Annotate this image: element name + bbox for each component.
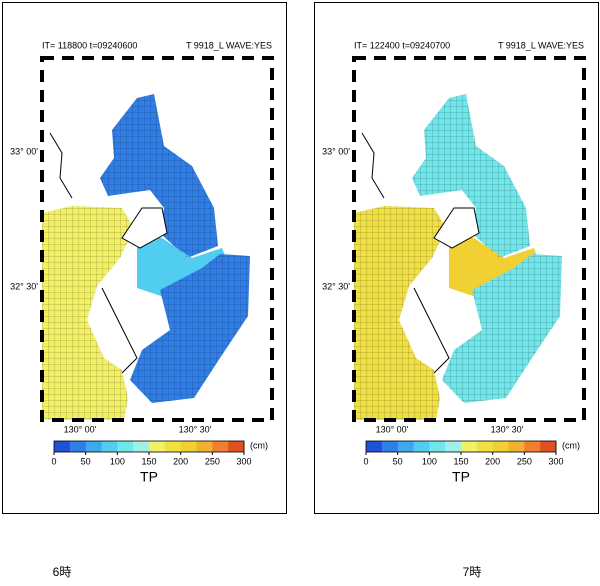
colorbar-bin bbox=[133, 441, 150, 452]
colorbar-bin bbox=[54, 441, 71, 452]
colorbar-bin bbox=[461, 441, 478, 452]
lon-label: 130° 00' bbox=[376, 424, 409, 434]
header-left: IT= 118800 t=09240600 bbox=[42, 40, 137, 50]
grid-overlay bbox=[412, 94, 530, 258]
colorbar-bin bbox=[196, 441, 213, 452]
caption: 6時 bbox=[53, 565, 72, 579]
lon-label: 130° 30' bbox=[179, 424, 212, 434]
colorbar-bin bbox=[85, 441, 102, 452]
variable-label: TP bbox=[140, 469, 158, 485]
colorbar-bin bbox=[540, 441, 557, 452]
land bbox=[433, 207, 480, 249]
colorbar-bin bbox=[117, 441, 134, 452]
colorbar-tick-label: 300 bbox=[548, 456, 563, 466]
colorbar-bin bbox=[101, 441, 118, 452]
panel-border bbox=[314, 2, 599, 514]
colorbar-bin bbox=[508, 441, 525, 452]
colorbar-bin bbox=[164, 441, 181, 452]
lon-label: 130° 00' bbox=[64, 424, 97, 434]
colorbar-bin bbox=[429, 441, 446, 452]
colorbar-bin bbox=[366, 441, 383, 452]
lat-label: 32° 30' bbox=[322, 281, 350, 291]
map-panel: IT= 122400 t=09240700 T 9918_L WAVE:YES 33… bbox=[314, 2, 599, 514]
colorbar-tick-label: 50 bbox=[393, 456, 403, 466]
map bbox=[352, 56, 586, 422]
colorbar-bin bbox=[476, 441, 493, 452]
colorbar-tick-label: 0 bbox=[363, 456, 368, 466]
grid-overlay bbox=[354, 206, 446, 420]
variable-label: TP bbox=[452, 469, 470, 485]
colorbar-tick-label: 0 bbox=[51, 456, 56, 466]
grid-overlay bbox=[100, 94, 218, 258]
lat-label: 33° 00' bbox=[10, 146, 38, 156]
caption: 7時 bbox=[463, 565, 482, 579]
lat-label: 32° 30' bbox=[10, 281, 38, 291]
colorbar-tick-label: 250 bbox=[205, 456, 220, 466]
panel-border bbox=[2, 2, 287, 514]
lat-label: 33° 00' bbox=[322, 146, 350, 156]
map-panel: IT= 118800 t=09240600 T 9918_L WAVE:YES 33… bbox=[2, 2, 287, 514]
colorbar-bin bbox=[149, 441, 166, 452]
colorbar-tick-label: 150 bbox=[453, 456, 468, 466]
colorbar-bin bbox=[413, 441, 430, 452]
colorbar-tick-label: 100 bbox=[422, 456, 437, 466]
colorbar-tick-label: 200 bbox=[173, 456, 188, 466]
header-left: IT= 122400 t=09240700 bbox=[354, 40, 450, 50]
colorbar-tick-label: 150 bbox=[141, 456, 156, 466]
coastline bbox=[49, 132, 138, 374]
colorbar-tick-label: 50 bbox=[81, 456, 91, 466]
lon-label: 130° 30' bbox=[491, 424, 524, 434]
colorbar-bin bbox=[397, 441, 414, 452]
header-right: T 9918_L WAVE:YES bbox=[186, 40, 272, 50]
colorbar-tick-label: 200 bbox=[485, 456, 500, 466]
colorbar-bin bbox=[212, 441, 229, 452]
colorbar-bin bbox=[381, 441, 398, 452]
map bbox=[40, 56, 274, 422]
land bbox=[121, 207, 168, 249]
unit-label: (cm) bbox=[250, 440, 268, 450]
colorbar-bin bbox=[445, 441, 462, 452]
colorbar-bin bbox=[69, 441, 86, 452]
map-frame bbox=[40, 56, 274, 422]
colorbar-tick-label: 100 bbox=[110, 456, 125, 466]
unit-label: (cm) bbox=[562, 440, 580, 450]
colorbar-bin bbox=[228, 441, 245, 452]
grid-overlay bbox=[42, 206, 134, 420]
grid-overlay bbox=[130, 254, 250, 403]
coastline bbox=[361, 132, 450, 374]
colorbar-tick-label: 250 bbox=[517, 456, 532, 466]
colorbar-bin bbox=[492, 441, 509, 452]
colorbar-tick-label: 300 bbox=[236, 456, 251, 466]
header-right: T 9918_L WAVE:YES bbox=[498, 40, 584, 50]
grid-overlay bbox=[442, 254, 562, 403]
colorbar-bin bbox=[180, 441, 197, 452]
colorbar-bin bbox=[524, 441, 541, 452]
map-frame bbox=[352, 56, 586, 422]
